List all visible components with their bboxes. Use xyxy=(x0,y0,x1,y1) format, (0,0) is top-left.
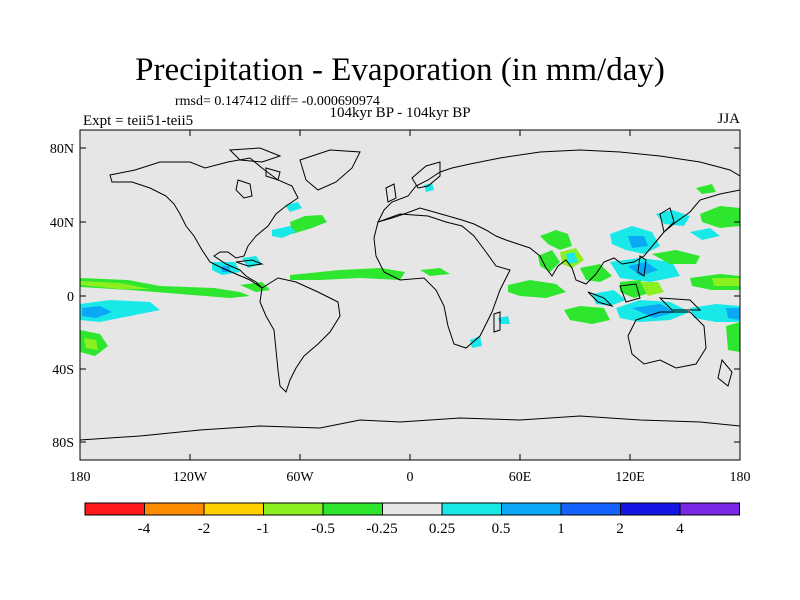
coast-scandinavia xyxy=(411,161,441,189)
patch-blue xyxy=(726,308,740,320)
colorbar-box xyxy=(620,502,681,516)
colorbar-label: -2 xyxy=(198,521,211,537)
colorbar-box xyxy=(144,502,205,516)
coast-arctic-islands xyxy=(265,167,281,181)
patch-blue xyxy=(82,306,112,318)
patch-cyan xyxy=(470,336,482,348)
lat-axis xyxy=(80,147,740,443)
colorbar-box xyxy=(560,502,621,516)
colorbar-box xyxy=(441,502,502,516)
period-label: 104kyr BP - 104kyr BP xyxy=(329,105,471,121)
coast-antarctica xyxy=(80,415,740,441)
coast-japan xyxy=(659,207,675,233)
patch-green xyxy=(240,282,270,292)
lon-label: 180 xyxy=(730,470,751,485)
colorbar-box xyxy=(679,502,740,516)
lon-axis xyxy=(189,130,631,460)
patch-blue xyxy=(632,304,676,318)
coast-arctic-islands xyxy=(228,147,282,163)
colorbar-label: 0.5 xyxy=(492,521,511,537)
colorbar-labels: -4 -2 -1 -0.5 -0.25 0.25 0.5 1 2 4 xyxy=(138,521,685,537)
patch-cyan xyxy=(285,202,302,212)
patch-cyan xyxy=(272,226,296,238)
lon-label: 120E xyxy=(615,470,645,485)
patch-lightgreen xyxy=(80,281,150,289)
colorbar-label: -0.25 xyxy=(366,521,397,537)
colorbar-box xyxy=(322,502,383,516)
map-title: Precipitation - Evaporation (in mm/day) xyxy=(135,52,665,88)
patch-cyan xyxy=(566,252,578,264)
lat-label: 40N xyxy=(50,216,74,231)
patch-lightgreen xyxy=(84,338,98,350)
season-label: JJA xyxy=(717,111,740,127)
colorbar-label: 1 xyxy=(557,521,565,537)
patch-blue xyxy=(628,236,648,248)
lon-labels: 180 120W 60W 0 60E 120E 180 xyxy=(70,470,751,485)
coast-eurasia xyxy=(377,149,740,285)
coast-new-guinea xyxy=(658,297,702,311)
colorbar-label: -1 xyxy=(257,521,270,537)
patch-green xyxy=(538,250,560,272)
lat-label: 80S xyxy=(52,436,74,451)
patch-green xyxy=(652,250,700,264)
coast-sumatra xyxy=(587,291,614,308)
colorbar-label: -4 xyxy=(138,521,151,537)
colorbar-box xyxy=(501,502,562,516)
patch-green xyxy=(420,268,450,276)
coast-madagascar xyxy=(493,311,501,333)
lat-label: 40S xyxy=(52,363,74,378)
patch-green xyxy=(508,280,566,298)
colorbar-label: 2 xyxy=(616,521,624,537)
patch-green xyxy=(700,206,740,228)
patch-green xyxy=(80,278,250,298)
colorbar-label: 4 xyxy=(676,521,684,537)
coast-africa xyxy=(373,213,511,349)
lon-label: 60E xyxy=(509,470,532,485)
coast-cuba xyxy=(235,259,264,267)
patch-green xyxy=(540,230,572,250)
patch-lightgreen xyxy=(712,278,740,286)
patch-green xyxy=(290,215,327,234)
patch-cyan xyxy=(498,316,510,324)
colorbar-label: 0.25 xyxy=(429,521,455,537)
coast-south-america xyxy=(259,277,341,393)
coast-hudson-bay xyxy=(235,179,253,199)
coast-australia xyxy=(627,311,707,369)
coast-north-america xyxy=(109,157,299,289)
coast-greenland xyxy=(299,149,361,191)
patch-green xyxy=(564,306,610,324)
patch-cyan xyxy=(592,290,626,306)
lat-label: 80N xyxy=(50,142,74,157)
patch-green xyxy=(290,268,405,280)
lon-label: 0 xyxy=(407,470,414,485)
patch-cyan xyxy=(424,183,434,192)
patch-cyan xyxy=(690,228,720,240)
colorbar-box xyxy=(84,502,145,516)
colorbar-box xyxy=(382,502,443,516)
colorbar-box xyxy=(263,502,324,516)
coast-philippines xyxy=(637,255,647,277)
patch-lightgreen xyxy=(640,282,664,296)
lat-labels: 80N 40N 0 40S 80S xyxy=(50,142,74,451)
patch-green xyxy=(580,264,612,282)
lon-label: 60W xyxy=(286,470,314,485)
colorbar-label: -0.5 xyxy=(311,521,335,537)
patch-green xyxy=(726,322,740,352)
patch-blue xyxy=(628,262,658,276)
colorbar xyxy=(84,502,740,516)
patch-green xyxy=(696,184,716,194)
coastlines xyxy=(80,147,740,441)
lon-label: 180 xyxy=(70,470,91,485)
stats-text: rmsd= 0.147412 diff= -0.000690974 xyxy=(175,94,380,109)
lon-label: 120W xyxy=(173,470,208,485)
coast-borneo xyxy=(619,283,641,303)
coast-uk xyxy=(385,183,397,203)
experiment-label: Expt = teii51-teii5 xyxy=(83,113,194,129)
colorbar-box xyxy=(203,502,264,516)
coast-new-zealand xyxy=(717,358,733,387)
lat-label: 0 xyxy=(67,290,74,305)
